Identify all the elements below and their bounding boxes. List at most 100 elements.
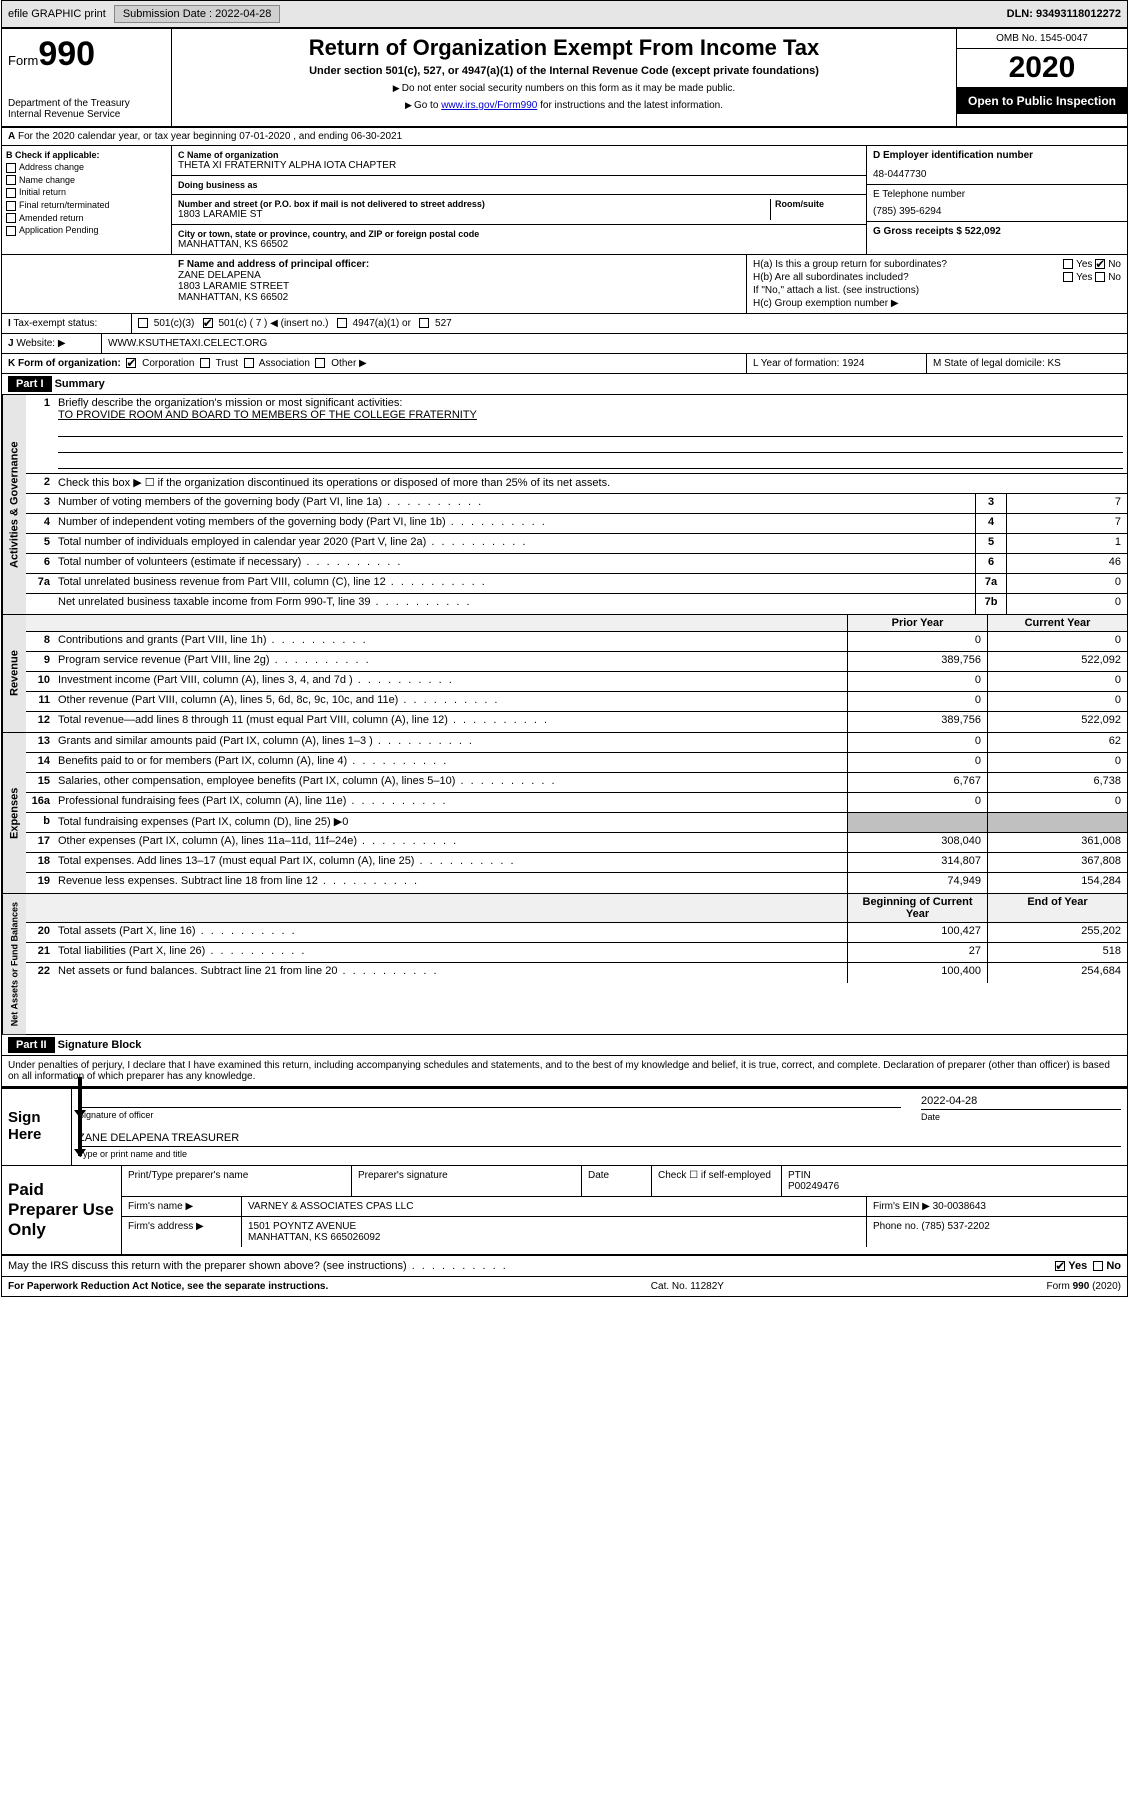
section-b: B Check if applicable: Address change Na… <box>2 146 172 254</box>
hb-label: H(b) Are all subordinates included? <box>753 272 909 283</box>
header-center: Return of Organization Exempt From Incom… <box>172 29 957 126</box>
opt-527[interactable] <box>419 318 429 328</box>
efile-label: efile GRAPHIC print <box>8 8 106 20</box>
opt-4947[interactable] <box>337 318 347 328</box>
section-f: F Name and address of principal officer:… <box>172 255 747 313</box>
opt-501c3[interactable] <box>138 318 148 328</box>
ptin-label: PTIN <box>788 1170 811 1181</box>
inspection-label: Open to Public Inspection <box>957 88 1127 114</box>
org-name: THETA XI FRATERNITY ALPHA IOTA CHAPTER <box>178 160 860 171</box>
hb-answer: Yes No <box>1063 272 1121 283</box>
opt-trust[interactable] <box>200 358 210 368</box>
prep-sig-label: Preparer's signature <box>352 1166 582 1196</box>
opt-501c[interactable] <box>203 318 213 328</box>
vert-netassets: Net Assets or Fund Balances <box>2 894 26 1034</box>
line-7a: 7a Total unrelated business revenue from… <box>26 574 1127 594</box>
state-domicile: M State of legal domicile: KS <box>927 354 1127 373</box>
section-k: K Form of organization: Corporation Trus… <box>2 354 747 373</box>
submission-date-button[interactable]: Submission Date : 2022-04-28 <box>114 5 281 23</box>
ein-cell: D Employer identification number 48-0447… <box>867 146 1127 185</box>
col-prior: Prior Year <box>847 615 987 631</box>
opt-corporation[interactable] <box>126 358 136 368</box>
addr-label: Number and street (or P.O. box if mail i… <box>178 199 770 209</box>
opt-address-change[interactable]: Address change <box>6 162 167 173</box>
section-f-h: F Name and address of principal officer:… <box>2 255 1127 314</box>
officer-label: F Name and address of principal officer: <box>178 259 369 270</box>
opt-association[interactable] <box>244 358 254 368</box>
phone-cell: E Telephone number (785) 395-6294 <box>867 185 1127 222</box>
signer-name: ZANE DELAPENA TREASURER <box>78 1132 1121 1144</box>
section-c: C Name of organization THETA XI FRATERNI… <box>172 146 867 254</box>
officer-sig-line[interactable] <box>78 1107 901 1108</box>
tax-status-label: Tax-exempt status: <box>13 318 97 329</box>
firm-addr-label: Firm's address ▶ <box>122 1217 242 1247</box>
prep-row-3: Firm's address ▶ 1501 POYNTZ AVENUE MANH… <box>122 1217 1127 1247</box>
name-caption: Type or print name and title <box>78 1149 1121 1159</box>
q2-text: Check this box ▶ ☐ if the organization d… <box>54 474 1127 493</box>
form-id: Form990 <box>8 35 165 74</box>
line-16a: 16a Professional fundraising fees (Part … <box>26 793 1127 813</box>
part1-header: Part I Summary <box>2 374 1127 395</box>
header-right: OMB No. 1545-0047 2020 Open to Public In… <box>957 29 1127 126</box>
form990-link[interactable]: www.irs.gov/Form990 <box>441 100 537 111</box>
firm-phone-label: Phone no. <box>873 1221 919 1232</box>
address-cell: Number and street (or P.O. box if mail i… <box>172 195 866 225</box>
date-caption: Date <box>921 1112 1121 1122</box>
firm-ein-value: 30-0038643 <box>933 1201 986 1212</box>
opt-initial-return[interactable]: Initial return <box>6 187 167 198</box>
preparer-label: Paid Preparer Use Only <box>2 1166 122 1254</box>
part2-title: Signature Block <box>58 1039 142 1051</box>
officer-addr2: MANHATTAN, KS 66502 <box>178 292 288 303</box>
part1-title: Summary <box>55 378 105 390</box>
opt-amended-return[interactable]: Amended return <box>6 213 167 224</box>
omb-number: OMB No. 1545-0047 <box>957 29 1127 49</box>
org-name-label: C Name of organization <box>178 150 860 160</box>
col-begin: Beginning of Current Year <box>847 894 987 922</box>
dba-cell: Doing business as <box>172 176 866 195</box>
section-b-label: B Check if applicable: <box>6 150 100 160</box>
col-current: Current Year <box>987 615 1127 631</box>
section-j-row: J Website: ▶ WWW.KSUTHETAXI.CELECT.ORG <box>2 334 1127 354</box>
form-container: efile GRAPHIC print Submission Date : 20… <box>1 0 1128 1297</box>
hc-label: H(c) Group exemption number ▶ <box>753 298 1121 309</box>
line-19: 19 Revenue less expenses. Subtract line … <box>26 873 1127 893</box>
website-label: Website: ▶ <box>16 338 65 349</box>
tax-status-opts: 501(c)(3) 501(c) ( 7 ) ◀ (insert no.) 49… <box>132 314 1127 333</box>
line-22: 22 Net assets or fund balances. Subtract… <box>26 963 1127 983</box>
firm-addr1: 1501 POYNTZ AVENUE <box>248 1221 356 1232</box>
firm-value: VARNEY & ASSOCIATES CPAS LLC <box>242 1197 867 1216</box>
opt-name-change[interactable]: Name change <box>6 175 167 186</box>
instr-2: Go to www.irs.gov/Form990 for instructio… <box>178 100 950 111</box>
line-11: 11 Other revenue (Part VIII, column (A),… <box>26 692 1127 712</box>
phone-label: E Telephone number <box>873 189 1121 200</box>
opt-application-pending[interactable]: Application Pending <box>6 225 167 236</box>
section-h: H(a) Is this a group return for subordin… <box>747 255 1127 313</box>
governance-section: Activities & Governance 1 Briefly descri… <box>2 395 1127 615</box>
gross-cell: G Gross receipts $ 522,092 <box>867 222 1127 241</box>
instr-1: Do not enter social security numbers on … <box>178 83 950 94</box>
preparer-section: Paid Preparer Use Only Print/Type prepar… <box>2 1166 1127 1256</box>
expenses-section: Expenses 13 Grants and similar amounts p… <box>2 733 1127 894</box>
section-d: D Employer identification number 48-0447… <box>867 146 1127 254</box>
officer-addr1: 1803 LARAMIE STREET <box>178 281 289 292</box>
line-5: 5 Total number of individuals employed i… <box>26 534 1127 554</box>
line-4: 4 Number of independent voting members o… <box>26 514 1127 534</box>
dba-label: Doing business as <box>178 180 860 190</box>
revenue-section: Revenue Prior Year Current Year 8 Contri… <box>2 615 1127 733</box>
city-label: City or town, state or province, country… <box>178 229 860 239</box>
firm-phone-value: (785) 537-2202 <box>921 1221 989 1232</box>
line-7b: Net unrelated business taxable income fr… <box>26 594 1127 614</box>
firm-ein-cell: Firm's EIN ▶ 30-0038643 <box>867 1197 1127 1216</box>
discuss-label: May the IRS discuss this return with the… <box>8 1260 508 1272</box>
netassets-header: Beginning of Current Year End of Year <box>26 894 1127 923</box>
footer-mid: Cat. No. 11282Y <box>651 1281 724 1292</box>
top-bar: efile GRAPHIC print Submission Date : 20… <box>2 1 1127 29</box>
footer-left: For Paperwork Reduction Act Notice, see … <box>8 1281 328 1292</box>
footer-right: Form 990 (2020) <box>1047 1281 1121 1292</box>
opt-final-return[interactable]: Final return/terminated <box>6 200 167 211</box>
footer: For Paperwork Reduction Act Notice, see … <box>2 1277 1127 1296</box>
city-cell: City or town, state or province, country… <box>172 225 866 254</box>
city-value: MANHATTAN, KS 66502 <box>178 239 860 250</box>
opt-other[interactable] <box>315 358 325 368</box>
ptin-cell: PTIN P00249476 <box>782 1166 1127 1196</box>
